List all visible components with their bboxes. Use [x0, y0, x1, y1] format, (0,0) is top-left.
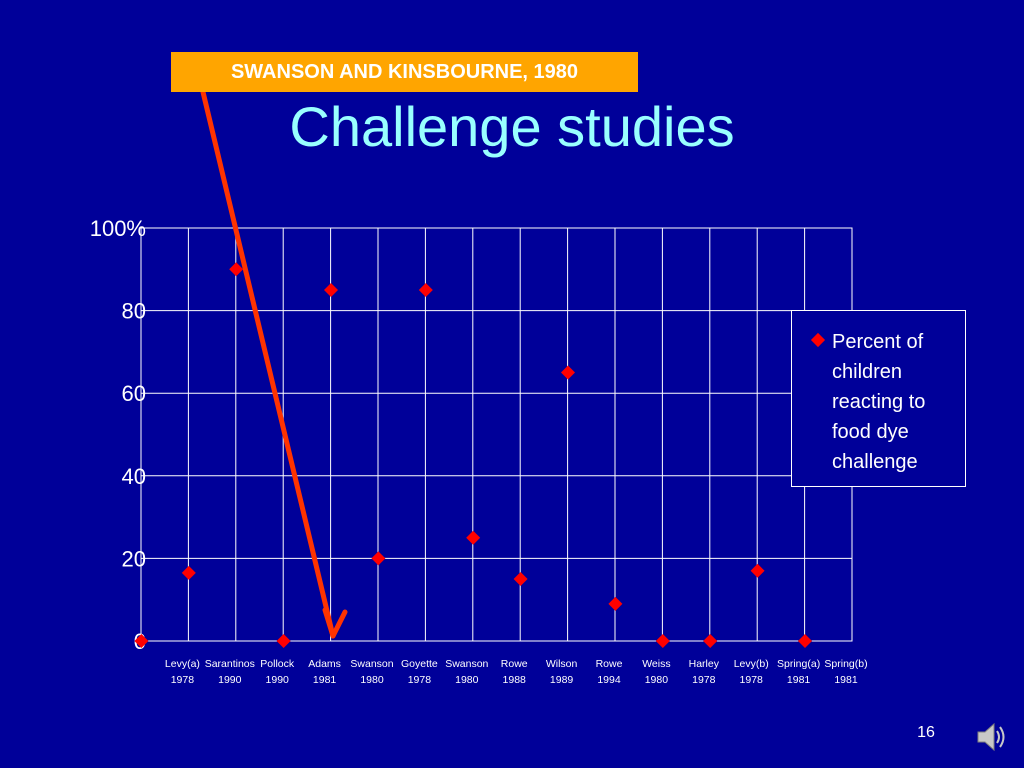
x-tick-label-name: Pollock — [260, 658, 295, 670]
x-tick-label-year: 1978 — [408, 674, 432, 686]
citation-banner: SWANSON AND KINSBOURNE, 1980 — [171, 52, 638, 92]
x-axis-tick-labels: Levy(a) 1978 Sarantinos 1990 Pollock 1990 Adam… — [165, 658, 868, 686]
plot-area — [140, 227, 853, 642]
data-points — [134, 262, 812, 648]
y-axis-tick-labels: 020406080100% — [90, 216, 146, 654]
data-point-marker — [229, 262, 244, 277]
x-tick-label-name: Levy(a) — [165, 658, 200, 670]
x-tick-label-name: Rowe — [501, 658, 528, 670]
data-point-marker — [608, 596, 623, 611]
data-point-marker — [324, 282, 338, 297]
x-tick-label-name: Goyette — [401, 658, 438, 670]
chart-legend: Percent of children reacting to food dye… — [791, 310, 966, 487]
data-point-marker — [513, 572, 528, 587]
x-tick-label-name: Rowe — [596, 658, 623, 670]
x-tick-label-year: 1990 — [218, 674, 242, 686]
x-tick-label-year: 1990 — [266, 674, 290, 686]
x-tick-label-year: 1981 — [787, 674, 811, 686]
data-point-marker — [134, 634, 149, 648]
x-tick-label-name: Levy(b) — [734, 658, 769, 670]
x-tick-label-year: 1994 — [597, 674, 621, 686]
data-point-marker — [181, 565, 196, 580]
x-tick-label-year: 1978 — [692, 674, 716, 686]
slide-title: Challenge studies — [289, 95, 735, 158]
x-tick-label-year: 1981 — [834, 674, 858, 686]
x-tick-label-name: Spring(b) — [824, 658, 867, 670]
x-tick-label-year: 1980 — [645, 674, 669, 686]
x-tick-label-name: Wilson — [546, 658, 578, 670]
x-tick-label-year: 1978 — [740, 674, 764, 686]
data-point-marker — [561, 365, 575, 380]
arrow-head — [322, 607, 348, 639]
x-tick-label-year: 1981 — [313, 674, 337, 686]
data-point-marker — [750, 563, 765, 578]
annotation-arrow — [200, 89, 348, 639]
x-tick-label-name: Swanson — [350, 658, 393, 670]
x-tick-label-name: Harley — [689, 658, 720, 670]
y-tick-label: 100% — [90, 216, 146, 241]
data-point-marker — [703, 634, 718, 648]
x-tick-label-year: 1980 — [360, 674, 384, 686]
y-tick-label: 80 — [122, 299, 146, 324]
y-tick-label: 20 — [122, 546, 146, 571]
y-tick-label: 40 — [122, 464, 146, 489]
y-tick-label: 60 — [122, 381, 146, 406]
x-tick-label-year: 1980 — [455, 674, 479, 686]
x-tick-label-name: Swanson — [445, 658, 488, 670]
x-tick-label-name: Weiss — [642, 658, 670, 670]
x-tick-label-year: 1978 — [171, 674, 195, 686]
arrow-shaft — [200, 89, 336, 639]
page-number: 16 — [917, 724, 935, 741]
data-point-marker — [798, 634, 812, 648]
data-point-marker — [418, 282, 433, 297]
legend-series-label: Percent of children reacting to food dye… — [832, 331, 926, 473]
x-tick-label-year: 1988 — [503, 674, 527, 686]
data-point-marker — [371, 551, 386, 566]
x-tick-label-name: Adams — [308, 658, 341, 670]
x-tick-label-name: Spring(a) — [777, 658, 820, 670]
x-tick-label-name: Sarantinos — [205, 658, 255, 670]
data-point-marker — [276, 634, 291, 648]
x-tick-label-year: 1989 — [550, 674, 574, 686]
data-point-marker — [655, 634, 670, 648]
data-point-marker — [466, 530, 481, 545]
speaker-icon[interactable] — [974, 720, 1008, 754]
